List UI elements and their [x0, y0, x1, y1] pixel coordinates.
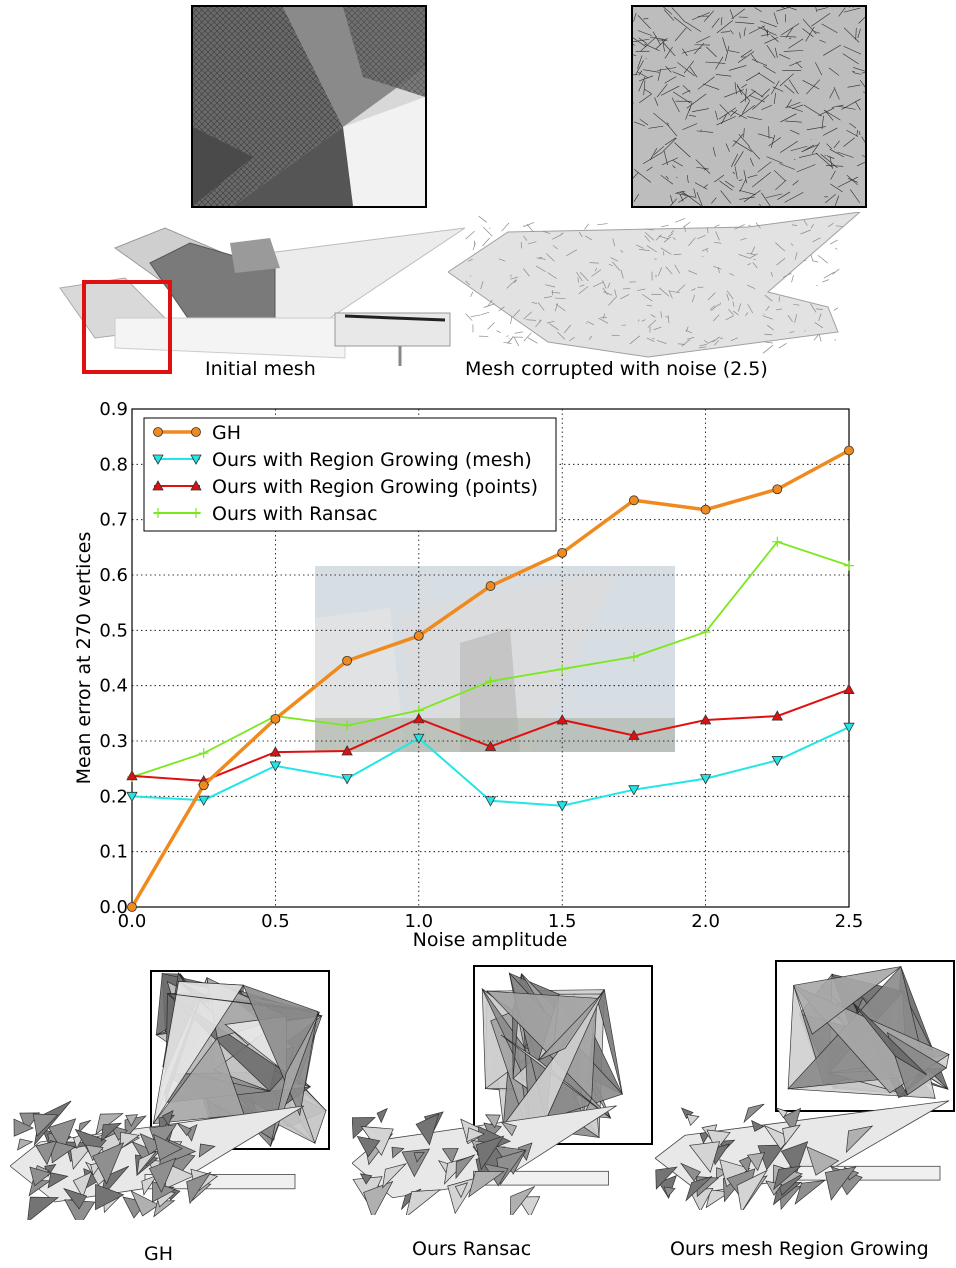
series-ours-with-region-growing-points- — [126, 683, 855, 786]
data-point — [341, 774, 353, 785]
data-point — [629, 495, 639, 506]
data-point — [771, 755, 783, 767]
data-point — [127, 902, 137, 912]
caption-gh: GH — [144, 1243, 174, 1265]
data-point — [270, 713, 281, 724]
y-tick-label: 0.5 — [99, 620, 128, 641]
data-point — [191, 508, 201, 518]
data-point — [269, 761, 282, 772]
data-point — [198, 780, 209, 791]
data-point — [771, 710, 783, 721]
data-point — [190, 480, 202, 491]
data-point — [843, 683, 855, 694]
x-tick-label: 2.5 — [835, 911, 864, 932]
data-point — [556, 714, 568, 725]
legend-entry: Ours with Region Growing (mesh) — [152, 449, 532, 471]
y-tick-label: 0.3 — [99, 731, 128, 752]
data-point — [628, 729, 640, 740]
series-ours-with-region-growing-mesh- — [126, 722, 855, 812]
data-point — [628, 785, 640, 796]
gh-zoom-inset — [150, 970, 330, 1150]
data-point — [152, 480, 164, 491]
legend-label: GH — [212, 422, 241, 444]
x-tick-label: 2.0 — [691, 911, 720, 932]
data-point — [628, 651, 639, 662]
data-point — [485, 581, 496, 591]
caption-initial-mesh: Initial mesh — [205, 358, 316, 380]
data-point — [700, 626, 711, 637]
data-point — [557, 547, 568, 558]
y-tick-label: 0.4 — [99, 676, 128, 697]
data-point — [484, 796, 497, 807]
initial-mesh-zoom-inset — [191, 5, 427, 208]
x-tick-label: 1.5 — [548, 911, 577, 932]
data-point — [843, 722, 855, 733]
data-point — [700, 504, 711, 515]
data-point — [341, 745, 353, 756]
data-point — [342, 720, 353, 731]
legend: GH Ours with Region Growing (mesh) Ours wi… — [143, 417, 557, 532]
caption-noisy-mesh: Mesh corrupted with noise (2.5) — [465, 358, 768, 380]
error-chart: 0.0 0.5 1.0 1.5 2.0 2.5 0.0 0.1 0.2 0.3 0.4 0.5 0.6 0… — [60, 398, 940, 958]
data-point — [269, 746, 282, 757]
data-point — [342, 655, 353, 666]
legend-entry: Ours with Ransac — [153, 503, 378, 525]
y-tick-label: 0.9 — [99, 399, 128, 420]
ransac-zoom-inset — [473, 965, 653, 1145]
x-tick-label: 0.5 — [261, 911, 290, 932]
x-tick-label: 1.0 — [404, 911, 433, 932]
caption-ransac: Ours Ransac — [412, 1238, 532, 1260]
data-point — [152, 454, 164, 465]
data-point — [844, 445, 854, 456]
x-tick-label: 0.0 — [118, 911, 147, 932]
data-point — [126, 770, 138, 781]
y-tick-label: 0.8 — [99, 454, 128, 475]
region-zoom-inset — [775, 960, 955, 1112]
y-tick-label: 0.1 — [99, 842, 128, 863]
caption-region-growing: Ours mesh Region Growing — [670, 1238, 929, 1260]
legend-label: Ours with Region Growing (points) — [212, 476, 538, 498]
legend-entry: GH — [153, 422, 241, 444]
ransac-mesh-render — [351, 1100, 622, 1220]
y-tick-label: 0.0 — [99, 897, 128, 918]
data-point — [772, 536, 783, 547]
data-point — [190, 454, 202, 465]
initial-mesh-render — [55, 218, 470, 368]
legend-label: Ours with Ransac — [212, 503, 378, 525]
legend-label: Ours with Region Growing (mesh) — [212, 449, 532, 471]
data-point — [198, 748, 209, 759]
data-point — [191, 427, 201, 437]
region-mesh-render — [654, 1095, 955, 1214]
noisy-mesh-render — [447, 211, 863, 362]
data-point — [198, 795, 210, 807]
noisy-mesh-zoom-inset — [631, 5, 867, 208]
data-point — [557, 664, 568, 675]
data-point — [485, 676, 496, 687]
data-point — [413, 713, 425, 724]
y-tick-label: 0.6 — [99, 565, 128, 586]
legend-entry: Ours with Region Growing (points) — [152, 476, 538, 498]
y-tick-label: 0.2 — [99, 786, 128, 807]
data-point — [413, 630, 424, 641]
building-photo-inset — [315, 566, 675, 752]
data-point — [844, 560, 854, 571]
y-axis-label: Mean error at 270 vertices — [73, 532, 95, 785]
y-tick-label: 0.7 — [99, 510, 128, 531]
data-point — [413, 733, 425, 745]
data-point — [153, 508, 163, 518]
data-point — [153, 427, 163, 437]
series-gh — [127, 445, 854, 912]
plot-frame — [131, 408, 850, 908]
data-point — [556, 801, 568, 812]
gh-mesh-render — [9, 1100, 310, 1228]
data-point — [699, 714, 712, 725]
data-point — [484, 740, 497, 751]
data-point — [126, 791, 138, 803]
zoom-region-marker — [82, 280, 172, 374]
data-point — [772, 484, 783, 495]
data-point — [699, 774, 712, 785]
x-axis-label: Noise amplitude — [413, 929, 568, 951]
